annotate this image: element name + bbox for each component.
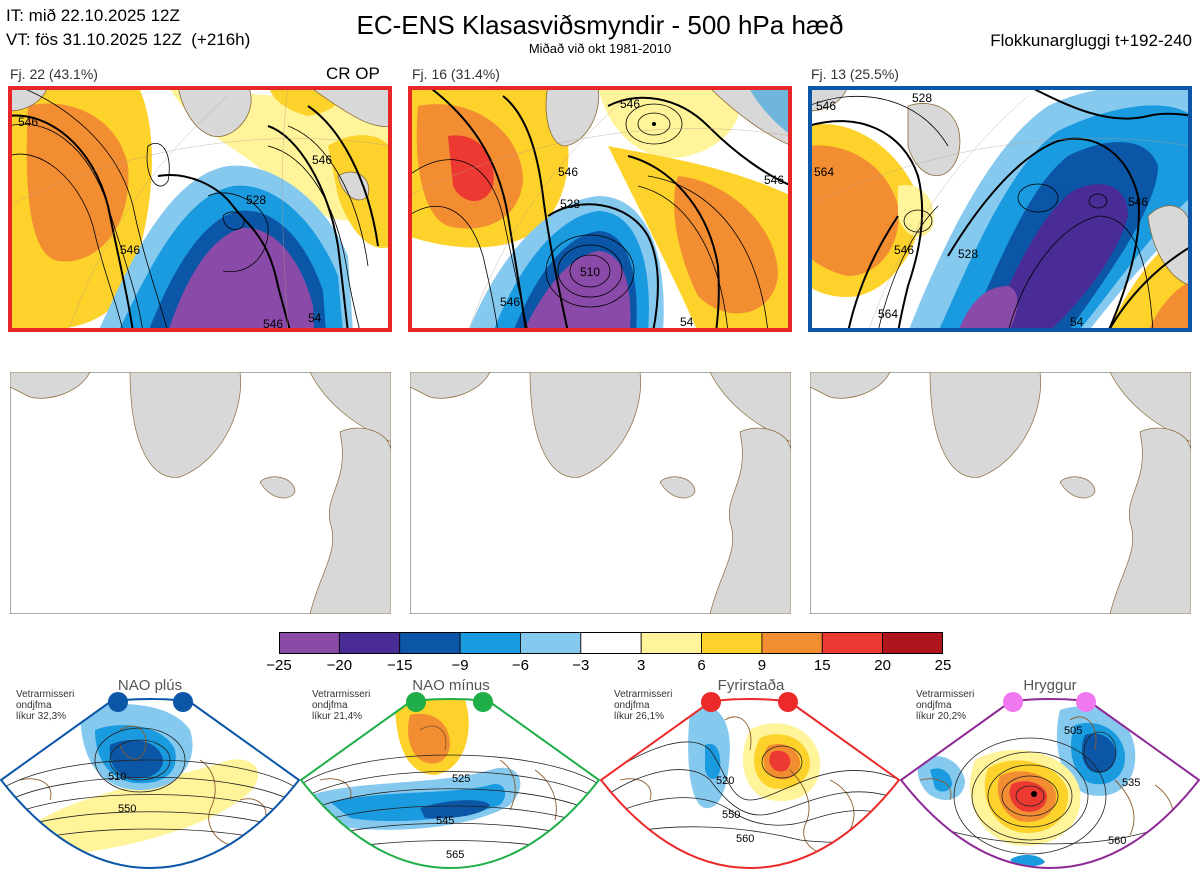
contour-label: 510 <box>108 771 126 783</box>
regime-4-title: Hryggur <box>1023 677 1077 694</box>
colorbar-swatch <box>399 632 461 654</box>
colorbar-tick-label: 3 <box>637 657 646 674</box>
contour-label: 54 <box>308 311 322 325</box>
contour-label: 525 <box>452 773 470 785</box>
cluster-3-map: 546 528 564 546 528 546 564 54 <box>808 86 1192 332</box>
contour-label: 560 <box>736 833 754 845</box>
colorbar-swatch <box>580 632 642 654</box>
regime-4-map: 505 535 560 <box>900 692 1200 870</box>
cluster-2-frame <box>408 86 792 332</box>
page-subtitle: Miðað við okt 1981-2010 <box>528 41 672 56</box>
contour-label: 54 <box>1070 315 1084 329</box>
contour-label: 565 <box>446 849 464 861</box>
contour-label: 546 <box>120 243 140 257</box>
regime-4-dot <box>1076 692 1096 712</box>
colorbar-tick-label: −25 <box>266 657 292 674</box>
classification-window: Flokkunargluggi t+192-240 <box>990 31 1192 50</box>
contour-label: 546 <box>620 97 640 111</box>
page-title: EC-ENS Klasasviðsmyndir - 500 hPa hæð <box>356 10 844 40</box>
regime-4-dot <box>1003 692 1023 712</box>
colorbar-tick-label: 25 <box>934 657 952 674</box>
contour-label: 535 <box>1122 777 1140 789</box>
regime-1-title: NAO plús <box>117 677 183 694</box>
scenario-map-2 <box>410 372 791 614</box>
contour-label: 564 <box>814 165 834 179</box>
colorbar-swatch <box>821 632 884 654</box>
regime-1-map: 510 550 <box>0 692 300 870</box>
regime-2-info: Vetrarmisseri ondjfma líkur 21,4% <box>312 689 371 722</box>
contour-label: 546 <box>263 317 283 331</box>
regime-2-title: NAO mínus <box>412 677 490 694</box>
regime-1-info: Vetrarmisseri ondjfma líkur 32,3% <box>16 689 75 722</box>
regime-4-info: Vetrarmisseri ondjfma líkur 20,2% <box>916 689 975 722</box>
contour-label: 546 <box>312 153 332 167</box>
colorbar-tick-label: −9 <box>451 657 469 674</box>
colorbar-swatch <box>459 632 521 654</box>
contour-label: 528 <box>912 91 932 105</box>
regime-2-dot <box>406 692 426 712</box>
colorbar-tick-label: −6 <box>511 657 530 674</box>
colorbar-tick-label: 9 <box>757 657 767 674</box>
contour-label: 528 <box>246 193 266 207</box>
colorbar-swatch <box>520 632 582 654</box>
colorbar-tick-label: −3 <box>572 657 590 674</box>
colorbar-swatch <box>279 632 340 654</box>
contour-label: 54 <box>680 315 694 329</box>
scenario-map-1 <box>10 372 391 614</box>
colorbar-tick-label: 20 <box>874 657 891 674</box>
cluster-3-frame <box>808 86 1192 332</box>
regime-1-dot <box>173 692 193 712</box>
cluster-2-map: 546 546 528 546 510 546 54 <box>408 86 792 332</box>
contour-label: 564 <box>878 307 898 321</box>
contour-label: 510 <box>580 265 600 279</box>
cluster-1-label: Fj. 22 (43.1%) <box>10 66 98 82</box>
contour-label: 520 <box>716 775 734 787</box>
cluster-1-map: 546 528 546 546 546 54 <box>8 86 392 332</box>
colorbar-swatch <box>640 632 702 654</box>
contour-label: 550 <box>722 809 740 821</box>
contour-label: 546 <box>894 243 914 257</box>
regime-3-dot <box>778 692 798 712</box>
regime-3-map: 520 550 560 <box>600 692 900 870</box>
contour-label: 545 <box>436 815 454 827</box>
colorbar-swatch <box>882 632 943 654</box>
cluster-2-label: Fj. 16 (31.4%) <box>412 66 500 82</box>
cluster-1-op-label: CR OP <box>326 64 380 83</box>
colorbar-tick-label: −15 <box>386 657 413 674</box>
contour-label: 528 <box>958 247 978 261</box>
regime-3-dot <box>701 692 721 712</box>
contour-label: 550 <box>118 803 136 815</box>
regime-2-map: 525 545 565 <box>300 692 600 870</box>
colorbar-outline <box>279 632 943 654</box>
colorbar-swatch <box>338 632 401 654</box>
contour-label: 546 <box>1128 195 1148 209</box>
colorbar-swatch <box>761 632 823 654</box>
contour-label: 546 <box>500 295 520 309</box>
contour-label: 528 <box>560 197 580 211</box>
colorbar-swatch <box>701 632 763 654</box>
contour-label: 546 <box>816 99 836 113</box>
regime-2-dot <box>473 692 493 712</box>
regime-1-dot <box>108 692 128 712</box>
contour-label: 546 <box>558 165 578 179</box>
contour-label: 505 <box>1064 725 1082 737</box>
regime-3-info: Vetrarmisseri ondjfma líkur 26,1% <box>614 689 673 722</box>
colorbar-tick-label: −20 <box>326 657 353 674</box>
cluster-1-frame <box>8 86 392 332</box>
init-time: IT: mið 22.10.2025 12Z <box>6 6 180 25</box>
scenario-map-3 <box>810 372 1191 614</box>
contour-label: 546 <box>18 115 38 129</box>
colorbar-tick-label: 6 <box>697 657 706 674</box>
regime-3-title: Fyrirstaða <box>717 677 785 694</box>
contour-label: 546 <box>764 173 784 187</box>
cluster-3-label: Fj. 13 (25.5%) <box>811 66 899 82</box>
colorbar <box>279 632 943 654</box>
valid-time: VT: fös 31.10.2025 12Z (+216h) <box>6 30 251 49</box>
colorbar-tick-label: 15 <box>813 657 831 674</box>
contour-label: 560 <box>1108 835 1126 847</box>
